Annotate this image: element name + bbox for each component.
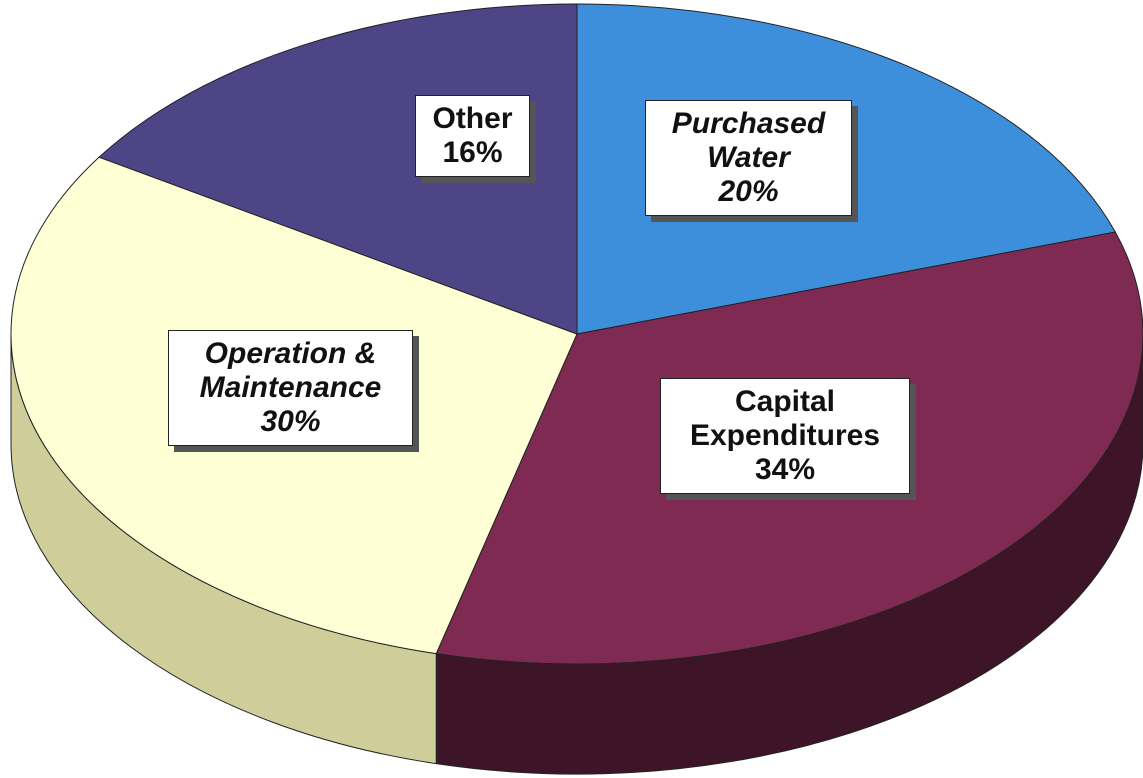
category-label: Operation & Maintenance (199, 337, 382, 404)
value-label: 30% (260, 405, 321, 438)
slice-label: Capital Expenditures 34% (660, 378, 910, 494)
slice-label: Other 16% (415, 95, 530, 177)
slice-label: Purchased Water 20% (645, 100, 852, 216)
pie-slice (98, 3, 578, 335)
category-label: Other (432, 102, 513, 135)
category-label: Purchased Water (671, 107, 826, 174)
category-label: Capital Expenditures (689, 385, 881, 452)
value-label: 16% (442, 136, 503, 169)
slice-label: Operation & Maintenance 30% (168, 330, 413, 446)
value-label: 34% (754, 453, 816, 486)
value-label: 20% (718, 175, 779, 208)
